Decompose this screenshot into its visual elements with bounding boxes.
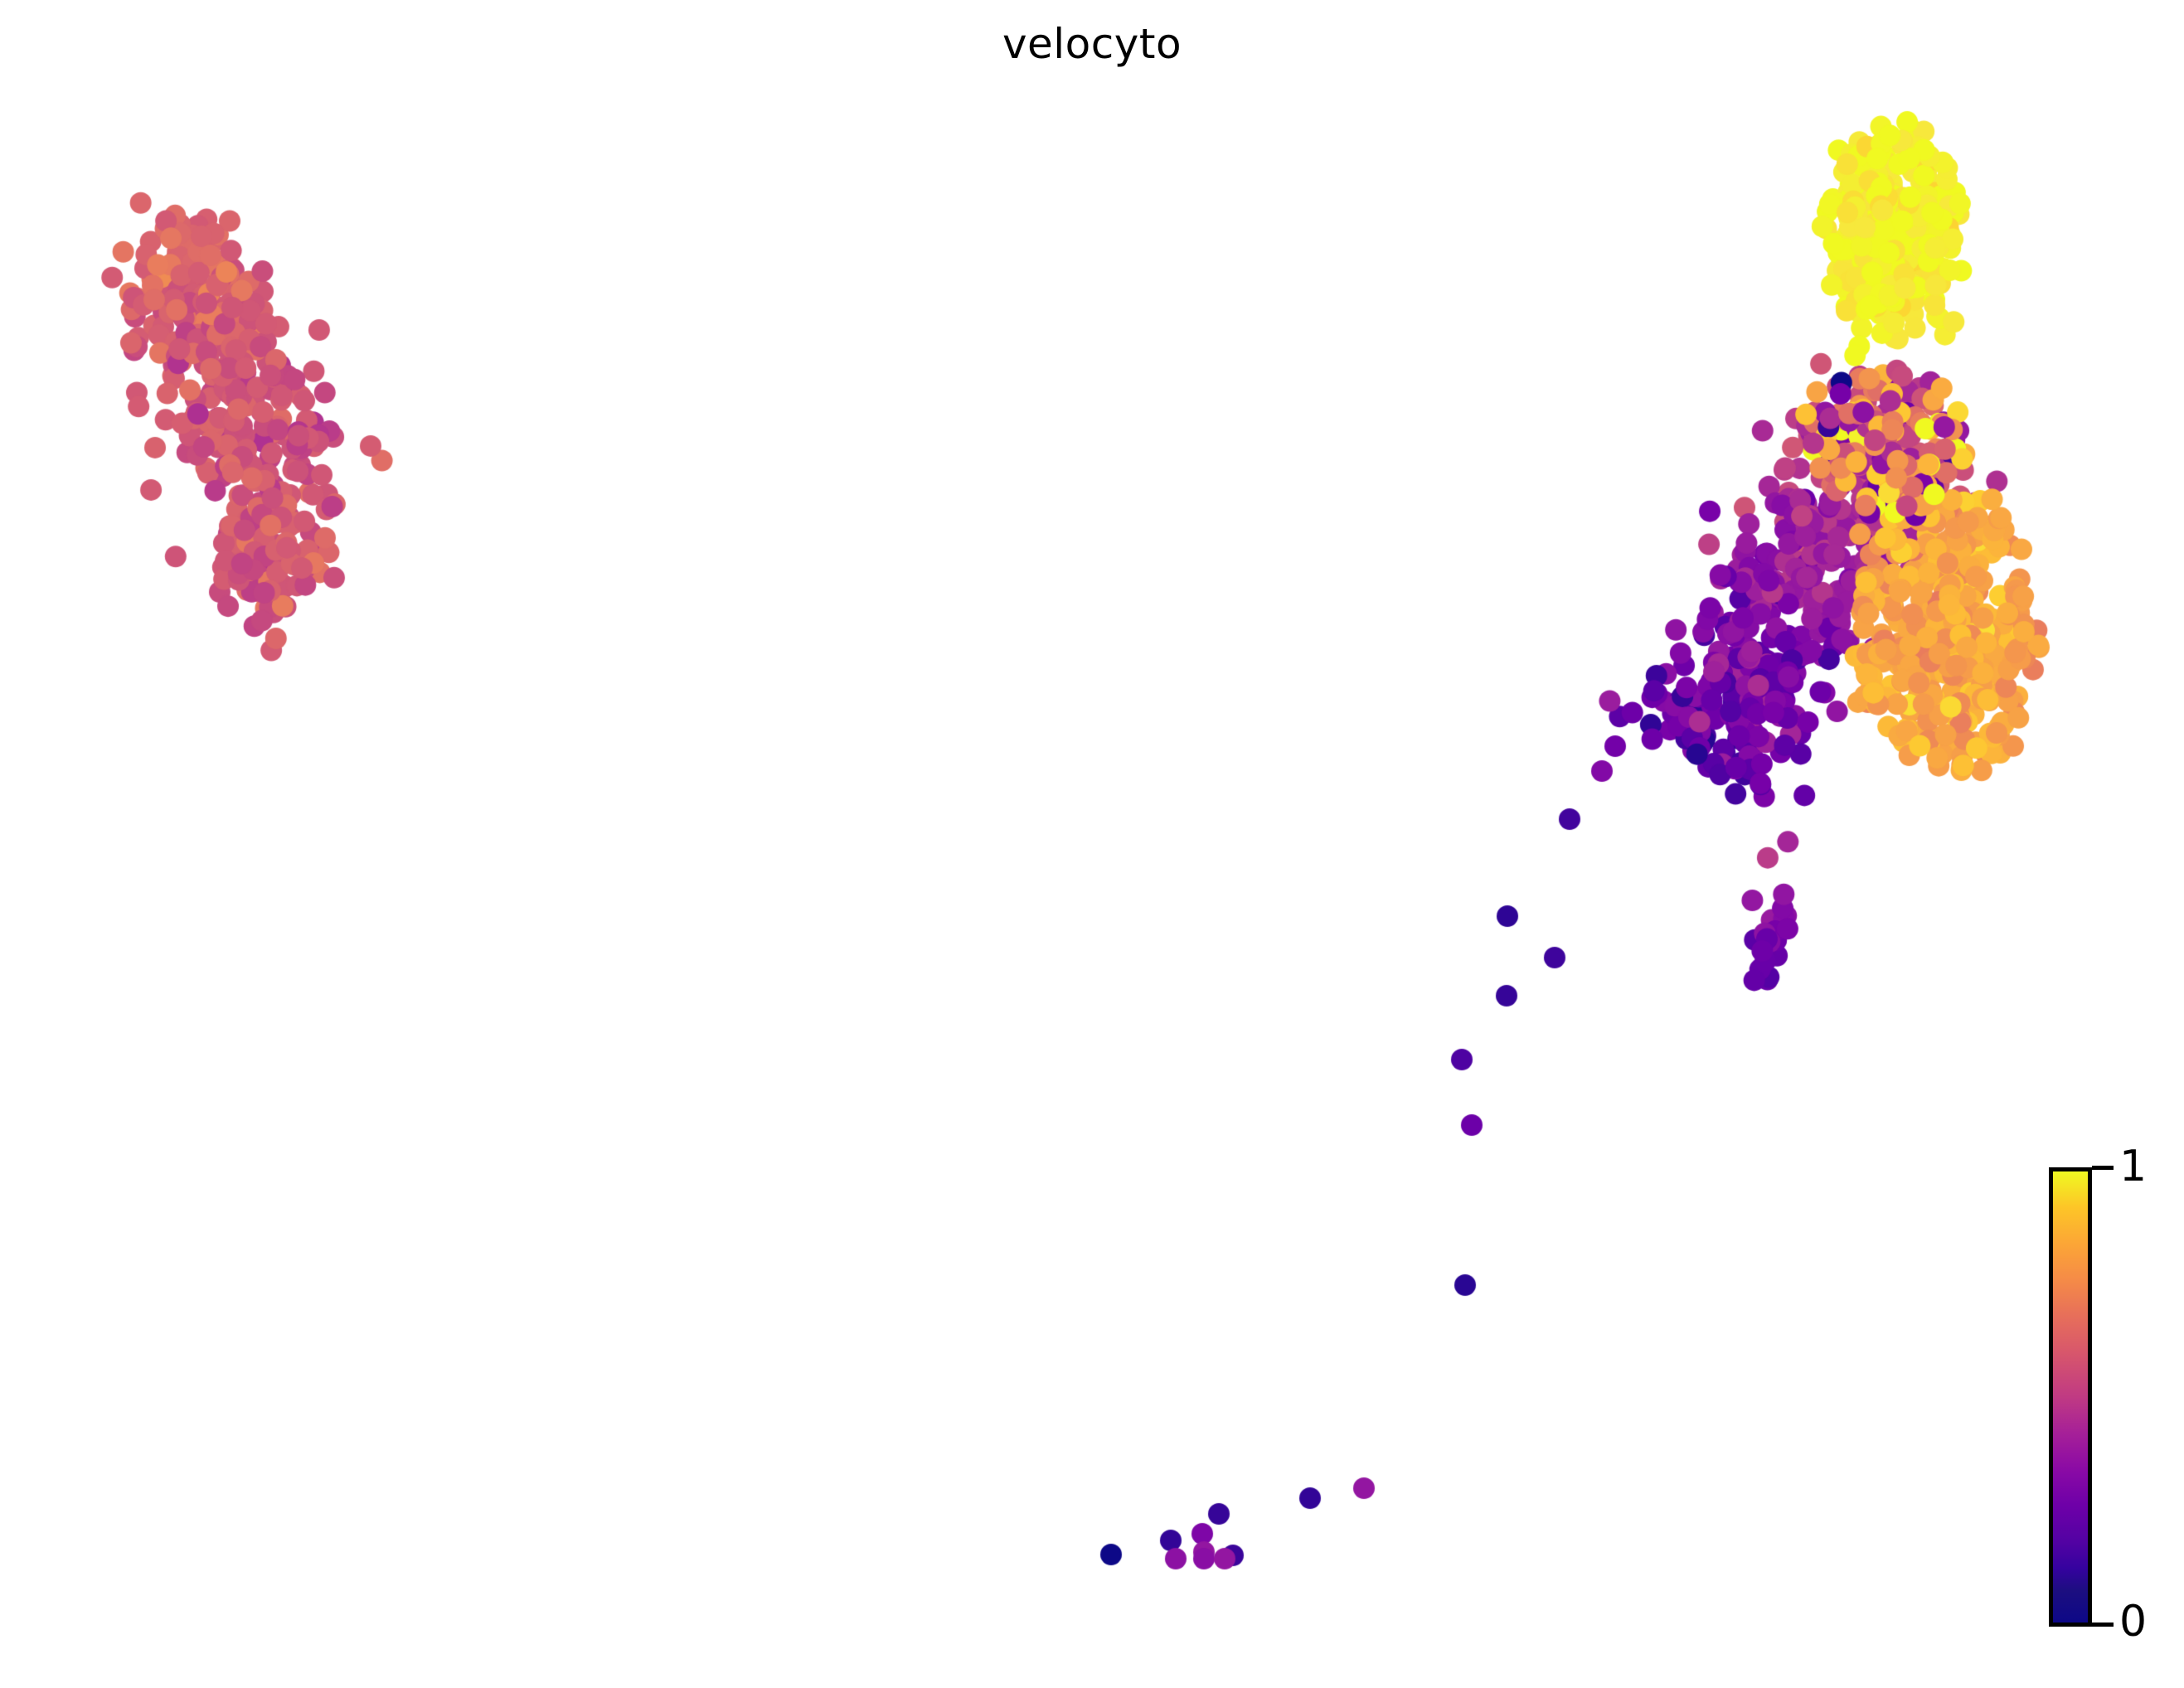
colorbar bbox=[2049, 1167, 2092, 1627]
colorbar-label-max: 1 bbox=[2119, 1142, 2148, 1191]
colorbar-label-min: 0 bbox=[2119, 1597, 2148, 1647]
colorbar-tick-min bbox=[2092, 1623, 2114, 1627]
colorbar-tick-max bbox=[2092, 1166, 2114, 1170]
